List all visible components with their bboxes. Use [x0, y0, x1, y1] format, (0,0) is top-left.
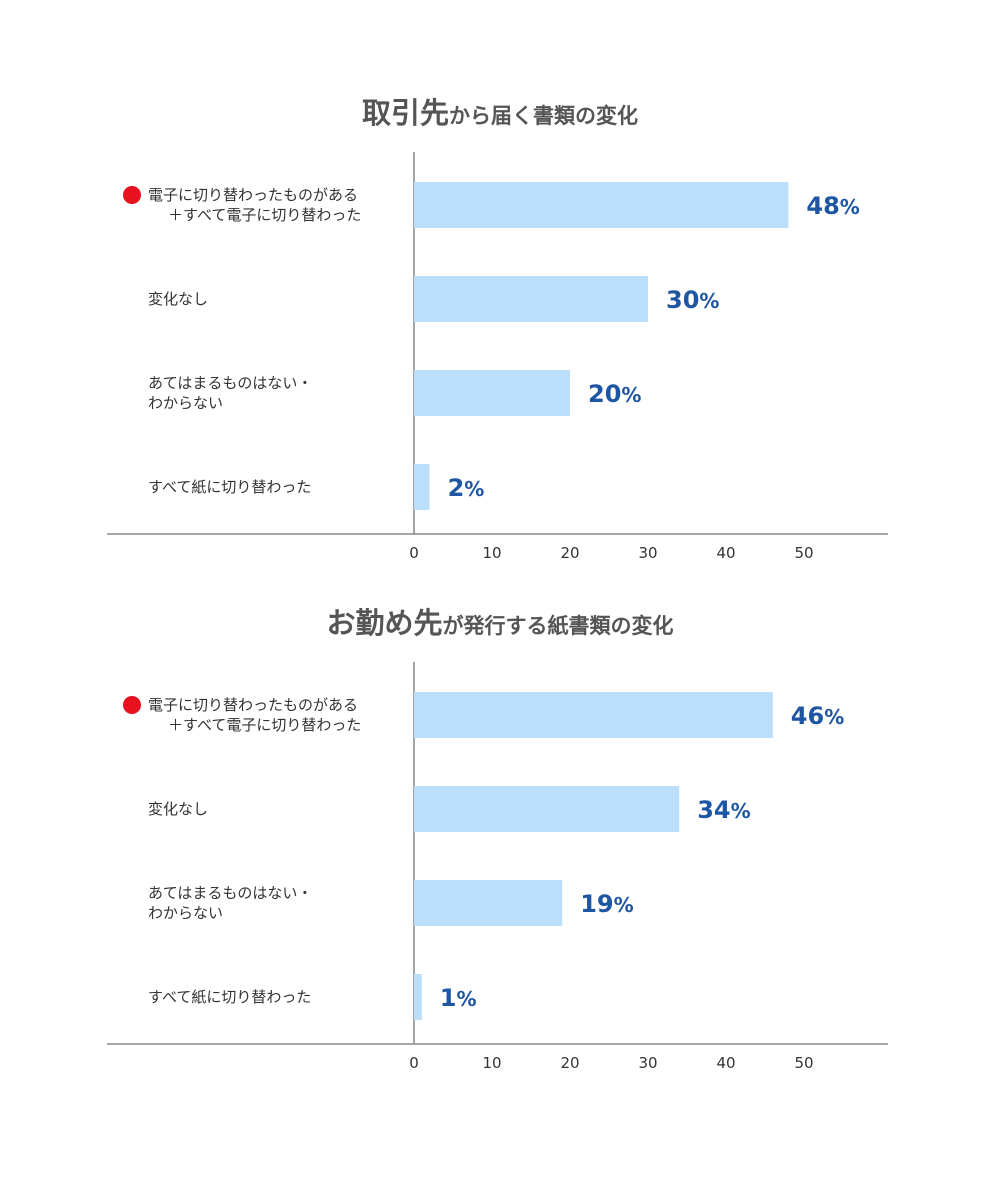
chart-title: お勤め先が発行する紙書類の変化	[0, 600, 1000, 642]
category-label: 電子に切り替わったものがある ＋すべて電子に切り替わった	[148, 186, 361, 224]
category-label: すべて紙に切り替わった	[148, 478, 311, 496]
value-label: 1%	[440, 984, 477, 1012]
value-label: 30%	[666, 286, 719, 314]
bar	[414, 786, 680, 832]
bar-chart-plot: 0 10 20 30 40 50 48% 電子に切り替わったものがある ＋すべて電子に切り替わっ…	[107, 152, 888, 562]
category-label-line: すべて紙に切り替わった	[148, 988, 311, 1006]
value-label: 19%	[580, 890, 633, 918]
chart-title-main: 取引先	[361, 96, 449, 130]
chart-title-sub: が発行する紙書類の変化	[442, 614, 674, 638]
value-unit: %	[824, 705, 844, 729]
bar	[414, 370, 570, 416]
value-unit: %	[464, 477, 484, 501]
value-unit: %	[840, 195, 860, 219]
value-unit: %	[621, 383, 641, 407]
category-label-line: わからない	[148, 394, 223, 412]
value-unit: %	[457, 987, 477, 1011]
category-label: 変化なし	[148, 290, 208, 308]
category-label-line: ＋すべて電子に切り替わった	[168, 206, 361, 224]
value-unit: %	[699, 289, 719, 313]
x-tick-label: 10	[482, 544, 501, 562]
bar	[414, 464, 430, 510]
x-tick-label: 30	[638, 544, 657, 562]
value-label: 48%	[806, 192, 859, 220]
x-tick-label: 50	[794, 544, 813, 562]
category-label: 変化なし	[148, 800, 208, 818]
value-label: 20%	[588, 380, 641, 408]
category-label-line: わからない	[148, 904, 223, 922]
x-tick-label: 40	[716, 544, 735, 562]
chart-title: 取引先から届く書類の変化	[0, 90, 1000, 132]
x-tick-label: 20	[560, 544, 579, 562]
category-label: あてはまるものはない・わからない	[148, 884, 312, 922]
value-label: 34%	[697, 796, 750, 824]
bar-chart-plot: 0 10 20 30 40 50 46% 電子に切り替わったものがある ＋すべて電子に切り替わっ…	[107, 662, 888, 1072]
category-label: 電子に切り替わったものがある ＋すべて電子に切り替わった	[148, 696, 361, 734]
x-tick-label: 30	[638, 1054, 657, 1072]
x-tick-label: 50	[794, 1054, 813, 1072]
bar	[414, 974, 422, 1020]
chart-title-main: お勤め先	[326, 606, 443, 640]
bar	[414, 880, 563, 926]
x-tick-label: 20	[560, 1054, 579, 1072]
category-label-line: 変化なし	[148, 800, 208, 818]
category-label-line: ＋すべて電子に切り替わった	[168, 716, 361, 734]
highlight-dot-icon	[123, 696, 141, 714]
category-label-line: あてはまるものはない・	[148, 374, 312, 392]
category-label-line: 電子に切り替わったものがある	[148, 696, 358, 714]
chart-top: 取引先から届く書類の変化 0 10 20 30 40 50 48% 電子に切り替わったものがあ…	[0, 90, 1000, 570]
bar	[414, 182, 789, 228]
bar	[414, 276, 648, 322]
x-tick-label: 10	[482, 1054, 501, 1072]
value-unit: %	[731, 799, 751, 823]
chart-title-sub: から届く書類の変化	[449, 104, 638, 128]
category-label: すべて紙に切り替わった	[148, 988, 311, 1006]
x-tick-label: 0	[409, 1054, 419, 1072]
bar	[414, 692, 773, 738]
x-tick-label: 0	[409, 544, 419, 562]
value-label: 2%	[448, 474, 485, 502]
x-tick-label: 40	[716, 1054, 735, 1072]
category-label: あてはまるものはない・わからない	[148, 374, 312, 412]
chart-bottom: お勤め先が発行する紙書類の変化 0 10 20 30 40 50 46% 電子に切り替わったも…	[0, 600, 1000, 1080]
value-label: 46%	[791, 702, 844, 730]
category-label-line: 電子に切り替わったものがある	[148, 186, 358, 204]
category-label-line: あてはまるものはない・	[148, 884, 312, 902]
value-unit: %	[614, 893, 634, 917]
highlight-dot-icon	[123, 186, 141, 204]
category-label-line: すべて紙に切り替わった	[148, 478, 311, 496]
category-label-line: 変化なし	[148, 290, 208, 308]
